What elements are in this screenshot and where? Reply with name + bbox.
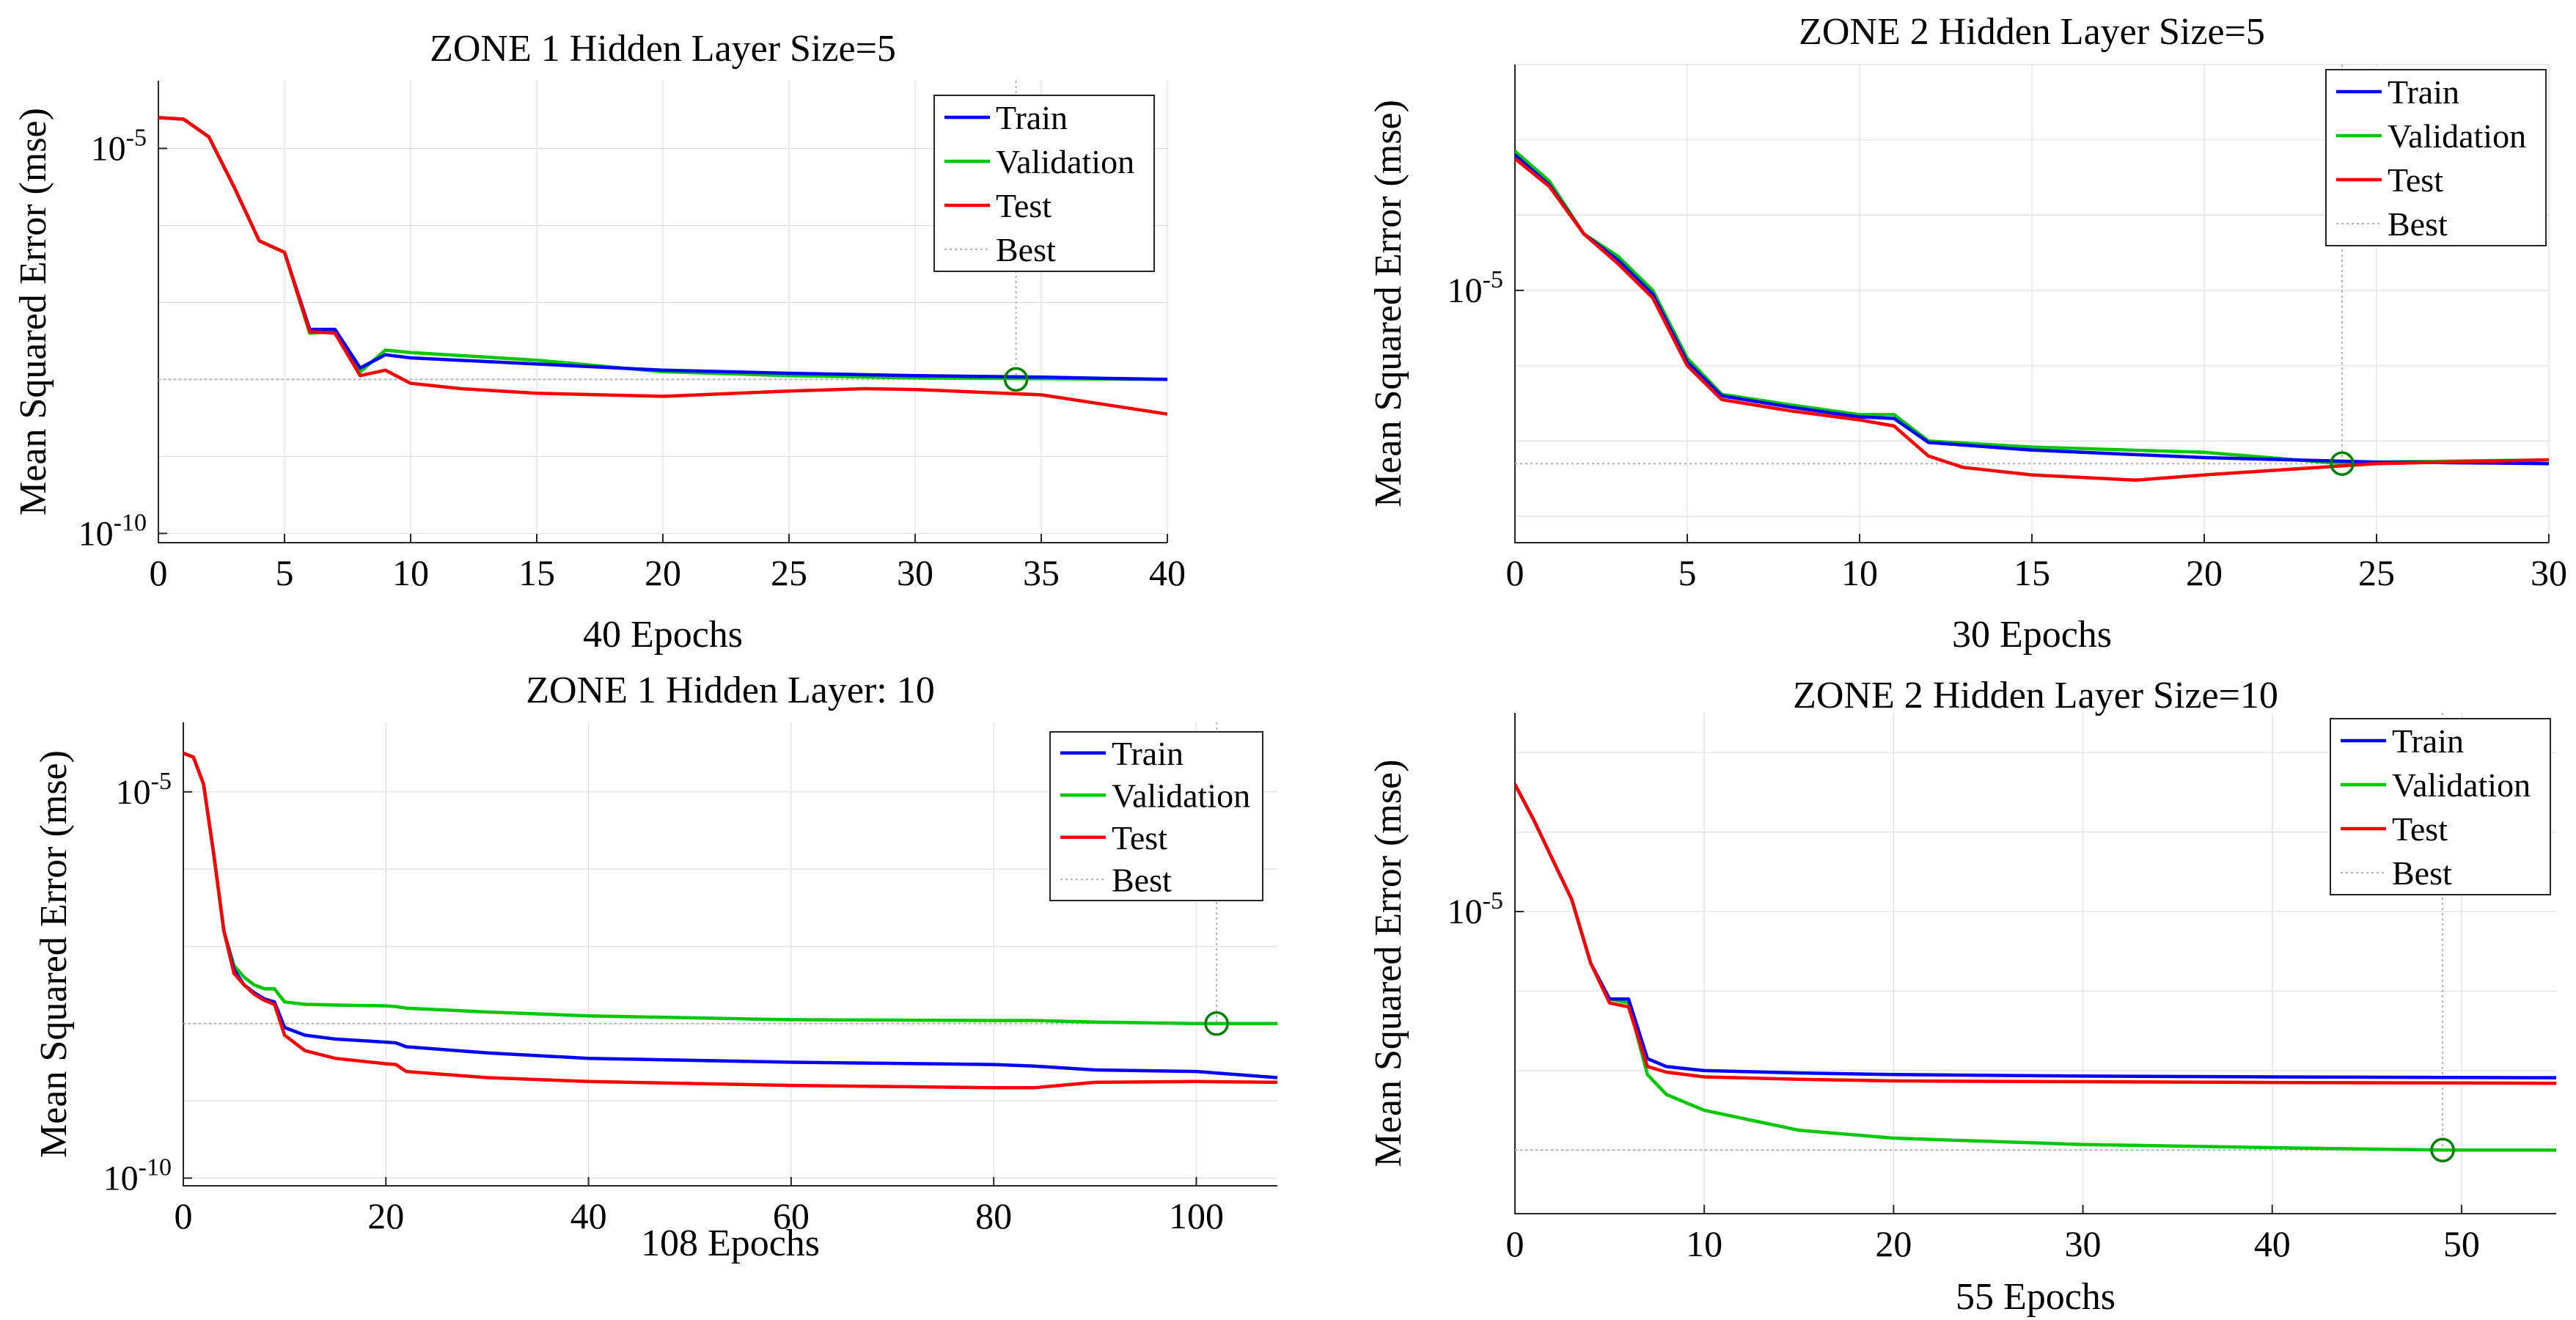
legend-label-test: Test xyxy=(2392,810,2448,848)
x-axis-label: 40 Epochs xyxy=(583,614,743,656)
y-tick-label: 10-5 xyxy=(1447,266,1503,310)
series-line-test xyxy=(1515,783,2556,1085)
y-axis-label: Mean Squared Error (mse) xyxy=(1368,100,1409,507)
legend-label-validation: Validation xyxy=(1112,777,1250,814)
x-tick-label: 5 xyxy=(1678,552,1697,593)
legend-box xyxy=(2330,718,2551,895)
x-tick-label: 15 xyxy=(2014,552,2050,593)
best-marker xyxy=(2330,451,2355,476)
x-tick-label: 10 xyxy=(1686,1223,1722,1264)
series-line-test xyxy=(158,116,1167,416)
x-tick-label: 25 xyxy=(2358,552,2395,593)
chart-panel-3: 0 20 40 60 80 100 10-5 10-10 ZONE 1 Hidden Layer… xyxy=(33,670,1277,1264)
legend: Train Validation Test Best xyxy=(2325,69,2547,246)
x-axis-label: 30 Epochs xyxy=(1952,614,2112,656)
legend-box xyxy=(2325,69,2547,246)
x-tick-label: 50 xyxy=(2443,1223,2480,1264)
legend-label-train: Train xyxy=(2388,73,2459,111)
x-tick-label: 20 xyxy=(1875,1223,1912,1264)
legend-label-test: Test xyxy=(2388,161,2443,199)
chart-title: ZONE 2 Hidden Layer Size=10 xyxy=(1793,675,2278,716)
series-line-test xyxy=(183,751,1277,1090)
x-tick-label: 0 xyxy=(1506,1223,1524,1264)
x-tick-label: 30 xyxy=(2065,1223,2102,1264)
x-tick-label: 30 xyxy=(897,552,933,593)
y-tick-label: 10-5 xyxy=(116,768,172,812)
chart-panel-2: 0 5 10 15 20 25 30 10-5 ZONE 2 Hidden Layer Size… xyxy=(1368,11,2567,656)
best-marker xyxy=(1204,1011,1229,1036)
chart-title: ZONE 1 Hidden Layer Size=5 xyxy=(430,28,896,70)
y-tick-label: 10-10 xyxy=(78,509,147,553)
legend-label-validation: Validation xyxy=(996,143,1134,180)
series-line-test xyxy=(1515,157,2549,483)
x-tick-label: 25 xyxy=(771,552,807,593)
x-tick-label: 35 xyxy=(1023,552,1060,593)
legend: Train Validation Test Best xyxy=(2330,718,2551,895)
chart-panel-4: 0 10 20 30 40 50 10-5 ZONE 2 Hidden Layer Size=… xyxy=(1368,675,2556,1318)
legend-box xyxy=(933,95,1155,272)
x-tick-label: 20 xyxy=(367,1195,404,1236)
x-tick-label: 40 xyxy=(570,1195,607,1236)
legend-label-best: Best xyxy=(2388,205,2448,243)
legend-box xyxy=(1049,731,1263,901)
x-tick-label: 20 xyxy=(645,552,681,593)
legend-label-test: Test xyxy=(1112,819,1167,857)
best-marker xyxy=(1003,367,1029,392)
legend-label-best: Best xyxy=(2392,854,2452,892)
chart-title: ZONE 2 Hidden Layer Size=5 xyxy=(1799,11,2265,53)
x-tick-label: 10 xyxy=(392,552,429,593)
x-axis-label: 55 Epochs xyxy=(1956,1276,2116,1318)
series-group xyxy=(1515,65,2549,483)
x-tick-label: 30 xyxy=(2531,552,2567,593)
legend-label-validation: Validation xyxy=(2392,766,2531,804)
x-tick-label: 15 xyxy=(518,552,555,593)
y-axis-label: Mean Squared Error (mse) xyxy=(12,108,54,516)
legend-label-train: Train xyxy=(996,99,1068,136)
x-tick-label: 40 xyxy=(2254,1223,2291,1264)
chart-title: ZONE 1 Hidden Layer: 10 xyxy=(526,670,934,711)
legend: Train Validation Test Best xyxy=(1049,731,1263,901)
y-axis-label: Mean Squared Error (mse) xyxy=(33,750,75,1158)
legend: Train Validation Test Best xyxy=(933,95,1155,272)
legend-label-best: Best xyxy=(1112,861,1172,898)
legend-label-train: Train xyxy=(1112,735,1184,772)
best-marker xyxy=(2430,1137,2455,1163)
x-tick-label: 100 xyxy=(1169,1195,1224,1236)
legend-label-best: Best xyxy=(996,231,1056,268)
x-tick-label: 0 xyxy=(175,1195,193,1236)
x-tick-label: 40 xyxy=(1149,552,1186,593)
y-tick-label: 10-5 xyxy=(91,124,147,168)
x-tick-label: 20 xyxy=(2186,552,2223,593)
x-tick-label: 0 xyxy=(150,552,168,593)
legend-label-test: Test xyxy=(996,187,1052,224)
chart-panel-1: 0 5 10 15 20 25 30 35 40 10-5 10-10 ZONE 1 Hidden L… xyxy=(12,28,1186,656)
x-axis-label: 108 Epochs xyxy=(641,1222,820,1264)
x-tick-label: 5 xyxy=(276,552,294,593)
x-tick-label: 60 xyxy=(773,1195,810,1236)
legend-label-validation: Validation xyxy=(2388,117,2526,155)
y-axis-label: Mean Squared Error (mse) xyxy=(1368,760,1409,1167)
legend-label-train: Train xyxy=(2392,722,2464,760)
x-tick-label: 0 xyxy=(1506,552,1524,593)
y-tick-label: 10-10 xyxy=(103,1154,172,1198)
y-tick-label: 10-5 xyxy=(1447,887,1503,931)
x-tick-label: 10 xyxy=(1841,552,1878,593)
x-tick-label: 80 xyxy=(975,1195,1012,1236)
